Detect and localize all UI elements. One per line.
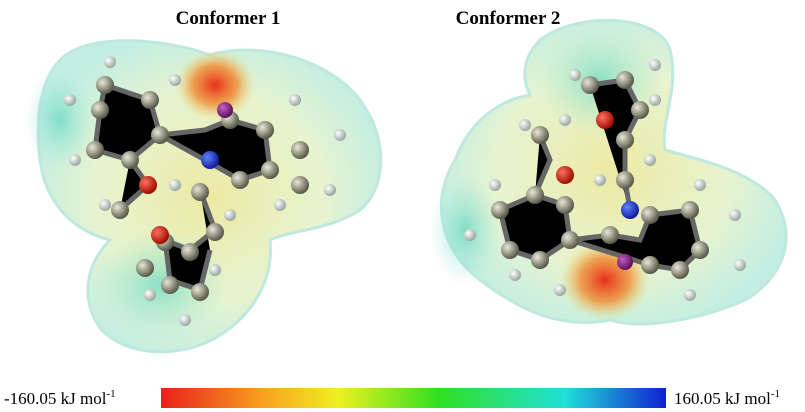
panel-title: Conformer 1 bbox=[176, 8, 281, 29]
conformer-2 bbox=[430, 20, 786, 324]
color-scale-bar bbox=[161, 388, 666, 408]
figure: Conformer 1 Conformer 2 bbox=[0, 0, 805, 412]
scale-max-exponent: -1 bbox=[771, 388, 780, 400]
scale-min-label: -160.05 kJ mol-1 bbox=[4, 388, 116, 408]
scale-min-exponent: -1 bbox=[106, 388, 115, 400]
scale-min-text: -160.05 kJ mol bbox=[4, 389, 107, 408]
scale-max-text: 160.05 kJ mol bbox=[674, 389, 771, 408]
scale-max-label: 160.05 kJ mol-1 bbox=[674, 388, 780, 408]
panel-title: Conformer 2 bbox=[456, 8, 561, 29]
conformer-1 bbox=[25, 41, 381, 352]
